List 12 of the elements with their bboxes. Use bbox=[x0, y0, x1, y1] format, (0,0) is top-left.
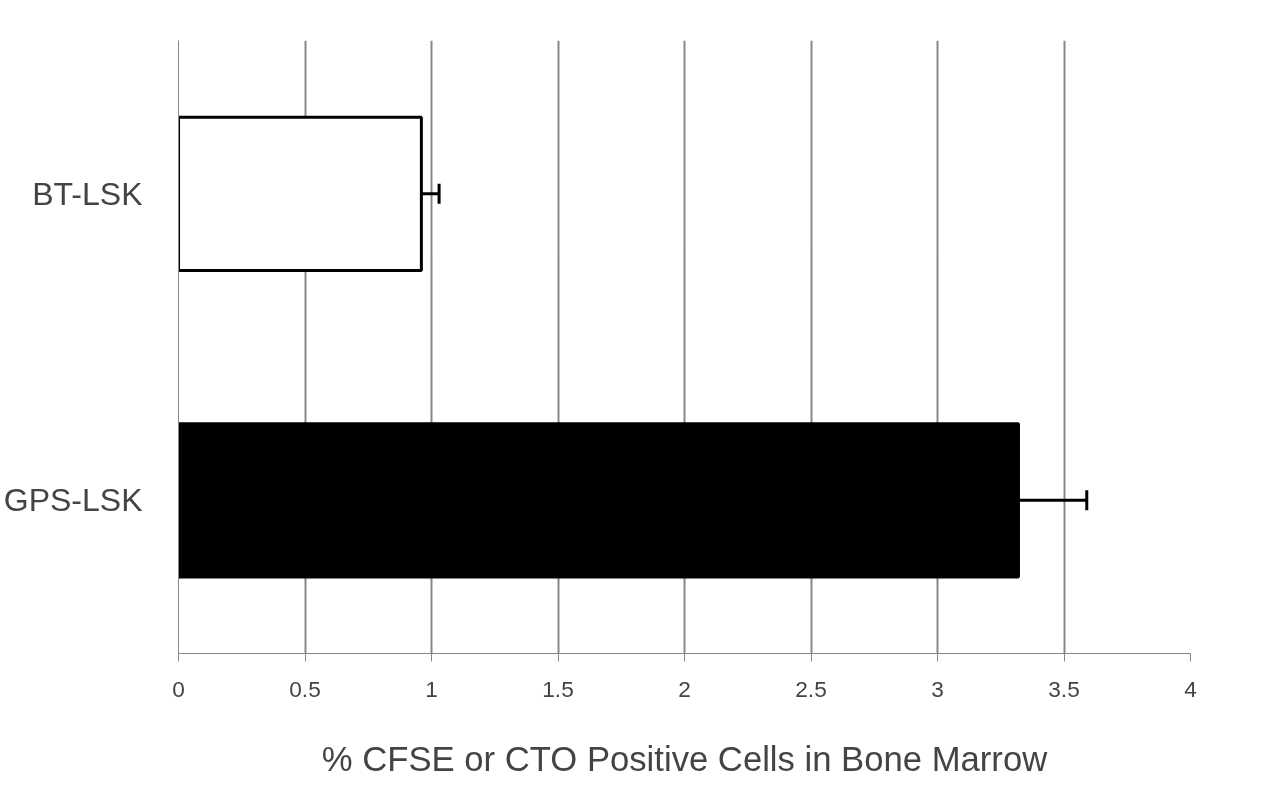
x-tick-label: 2 bbox=[678, 675, 691, 702]
x-tick-label: 3.5 bbox=[1048, 675, 1080, 702]
x-tick-label: 0.5 bbox=[289, 675, 321, 702]
x-axis-title: % CFSE or CTO Positive Cells in Bone Marrow bbox=[321, 739, 1049, 778]
x-tick-label: 2.5 bbox=[795, 675, 827, 702]
x-tick-label: 4 bbox=[1184, 675, 1197, 702]
y-tick-label: BT-LSK bbox=[32, 175, 143, 212]
x-tick-label: 1.5 bbox=[542, 675, 574, 702]
x-tick-label: 1 bbox=[425, 675, 438, 702]
y-tick-label: GPS-LSK bbox=[3, 482, 143, 519]
x-tick-label: 0 bbox=[172, 675, 185, 702]
x-tick-label: 3 bbox=[931, 675, 944, 702]
